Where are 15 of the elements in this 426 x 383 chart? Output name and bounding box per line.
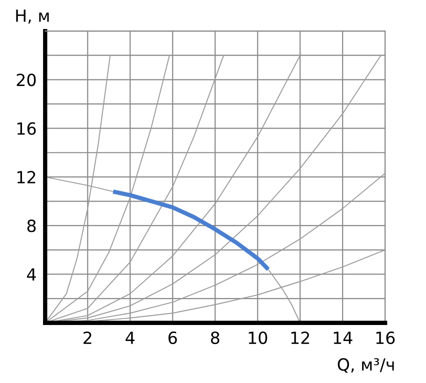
x-tick-label: 2 bbox=[84, 331, 92, 344]
x-tick-label: 10 bbox=[248, 331, 268, 344]
x-axis-title: Q, м³/ч bbox=[338, 358, 394, 373]
y-tick-label: 8 bbox=[27, 220, 36, 232]
x-tick-label: 6 bbox=[168, 331, 177, 344]
y-tick-label: 12 bbox=[17, 170, 36, 184]
x-tick-label: 12 bbox=[291, 331, 310, 344]
y-tick-label: 4 bbox=[27, 268, 36, 281]
x-tick-label: 8 bbox=[210, 331, 220, 344]
y-tick-label: 20 bbox=[16, 74, 36, 86]
y-axis-title: H, м bbox=[16, 10, 49, 24]
y-tick-label: 16 bbox=[17, 122, 36, 135]
x-tick-label: 4 bbox=[126, 332, 135, 344]
x-tick-label: 14 bbox=[334, 332, 352, 344]
x-tick-label: 16 bbox=[376, 331, 395, 344]
